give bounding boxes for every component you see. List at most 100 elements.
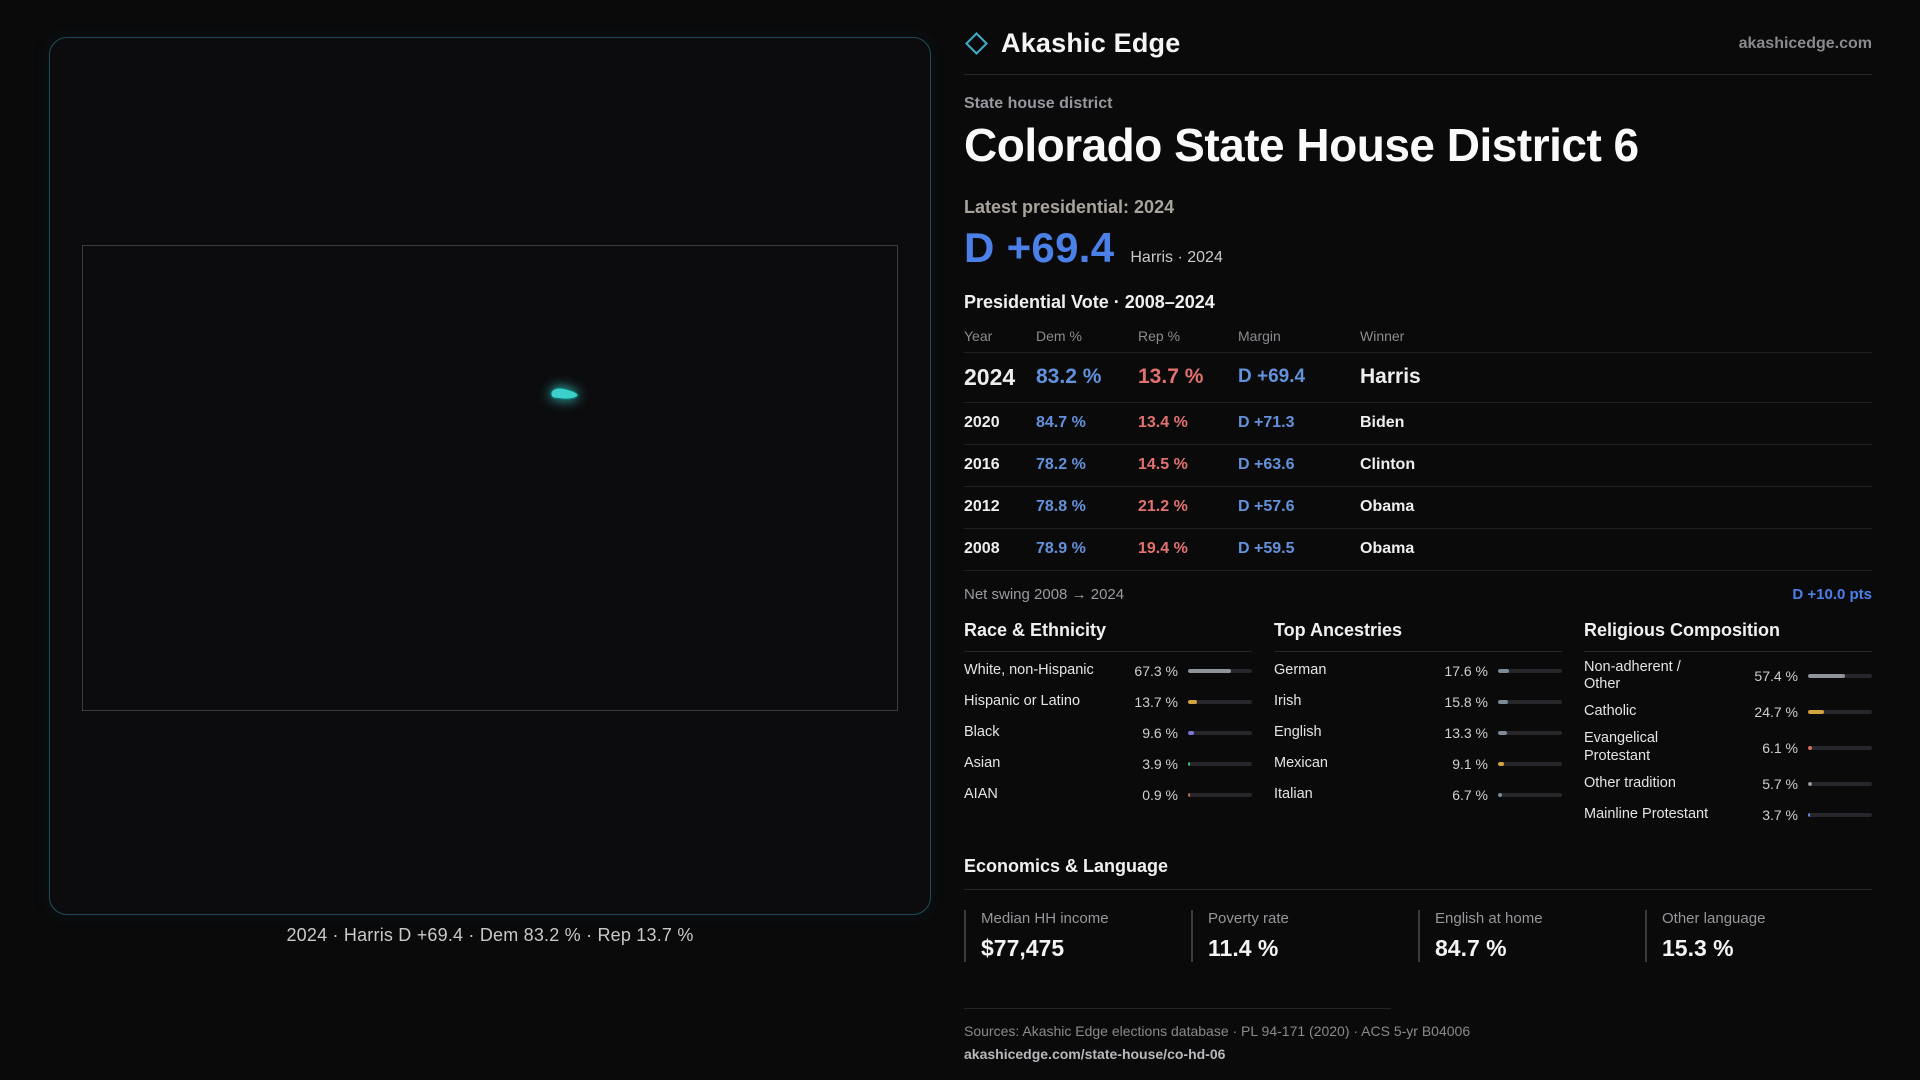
year-cell: 2020 [964,414,1000,432]
stat-value: 15.3 % [1662,935,1734,962]
demo-value: 17.6 % [1444,663,1488,680]
headline-margin: D +69.4 [964,223,1115,271]
table-row: 2024 83.2 % 13.7 % D +69.4 Harris [964,353,1872,403]
year-cell: 2008 [964,540,1000,558]
stat-value: 84.7 % [1435,935,1507,962]
sources-line: Sources: Akashic Edge elections database… [964,1023,1471,1040]
demo-value: 13.3 % [1444,725,1488,742]
demo-label: English [1274,724,1322,741]
headline-margin-context: Harris · 2024 [1130,248,1223,266]
demo-label: Asian [964,755,1001,772]
demo-value: 3.7 % [1762,806,1798,823]
stat-bar [1808,674,1872,679]
stat-block: Poverty rate 11.4 % [1191,910,1418,963]
demo-row: Hispanic or Latino 13.7 % [964,687,1252,718]
stat-label: English at home [1435,910,1543,928]
demo-row: Italian 6.7 % [1274,780,1562,811]
colorado-state-outline [82,245,898,711]
demo-row: German 17.6 % [1274,656,1562,687]
demo-row: Irish 15.8 % [1274,687,1562,718]
col-margin: Margin [1238,328,1281,345]
net-swing-value: D +10.0 pts [1792,585,1872,603]
margin-cell: D +69.4 [1238,366,1306,388]
margin-cell: D +59.5 [1238,540,1295,558]
demo-row: Evangelical Protestant 6.1 % [1584,727,1872,768]
demo-label: Mainline Protestant [1584,806,1709,823]
district-shape[interactable] [549,384,581,404]
dem-cell: 83.2 % [1036,365,1102,389]
report-panel: Akashic Edge akashicedge.com State house… [964,0,1872,1064]
stat-label: Other language [1662,910,1766,928]
divider [964,889,1872,891]
demo-label: Non-adherent / Other [1584,658,1681,693]
col-winner: Winner [1360,328,1405,345]
religious-composition-column: Religious Composition Non-adherent / Oth… [1584,620,1872,831]
table-row: 2020 84.7 % 13.4 % D +71.3 Biden [964,403,1872,445]
stat-block: Median HH income $77,475 [964,910,1191,963]
rep-cell: 19.4 % [1138,540,1188,558]
race-ethnicity-column: Race & Ethnicity White, non-Hispanic 67.… [964,620,1252,831]
demo-label: Irish [1274,693,1302,710]
table-row: 2012 78.8 % 21.2 % D +57.6 Obama [964,487,1872,529]
stat-bar [1498,731,1562,736]
permalink[interactable]: akashicedge.com/state-house/co-hd-06 [964,1046,1226,1063]
winner-cell: Obama [1360,498,1415,516]
demo-row: Mexican 9.1 % [1274,749,1562,780]
demo-label: Catholic [1584,703,1637,720]
demo-label: Mexican [1274,755,1328,772]
dem-cell: 78.8 % [1036,498,1086,516]
vote-table: Year Dem % Rep % Margin Winner 2024 83.2… [964,321,1872,571]
stat-bar [1808,812,1872,817]
demo-value: 57.4 % [1754,668,1798,685]
dem-cell: 78.9 % [1036,540,1086,558]
year-cell: 2012 [964,498,1000,516]
demo-value: 6.1 % [1762,739,1798,756]
table-row: 2016 78.2 % 14.5 % D +63.6 Clinton [964,445,1872,487]
margin-cell: D +71.3 [1238,414,1295,432]
page-title: Colorado State House District 6 [964,119,1639,171]
demo-row: Non-adherent / Other 57.4 % [1584,656,1872,697]
year-cell: 2016 [964,456,1000,474]
winner-cell: Clinton [1360,456,1416,474]
demo-column-title: Race & Ethnicity [964,619,1107,640]
col-rep: Rep % [1138,328,1181,345]
demo-value: 6.7 % [1452,787,1488,804]
stat-bar [1808,745,1872,750]
winner-cell: Biden [1360,414,1405,432]
winner-cell: Harris [1360,365,1421,389]
site-domain-link[interactable]: akashicedge.com [1738,34,1872,52]
stat-bar [1498,669,1562,674]
stat-bar [1498,700,1562,705]
demo-row: AIAN 0.9 % [964,780,1252,811]
brand: Akashic Edge [964,28,1180,59]
economics-stats: Median HH income $77,475 Poverty rate 11… [964,910,1872,963]
demo-row: English 13.3 % [1274,718,1562,749]
demo-label: Evangelical Protestant [1584,730,1659,764]
demo-row: Catholic 24.7 % [1584,696,1872,727]
stat-bar [1808,781,1872,786]
stat-label: Median HH income [981,910,1109,928]
brand-name: Akashic Edge [1001,28,1181,58]
stat-bar [1498,762,1562,767]
vote-table-title: Presidential Vote · 2008–2024 [964,291,1215,312]
stat-block: Other language 15.3 % [1645,910,1872,963]
rep-cell: 14.5 % [1138,456,1188,474]
header-divider [964,74,1872,75]
winner-cell: Obama [1360,540,1415,558]
stat-label: Poverty rate [1208,910,1289,928]
rep-cell: 13.7 % [1138,365,1204,389]
net-swing-row: Net swing 2008 → 2024 D +10.0 pts [964,571,1872,616]
headline-margin-row: D +69.4 Harris · 2024 [964,224,1872,272]
map-caption: 2024 · Harris D +69.4 · Dem 83.2 % · Rep… [286,925,694,945]
demo-value: 24.7 % [1754,703,1798,720]
demo-label: German [1274,662,1327,679]
demo-row: Asian 3.9 % [964,749,1252,780]
report-footer: Sources: Akashic Edge elections database… [964,1008,1872,1064]
rep-cell: 21.2 % [1138,498,1188,516]
dem-cell: 78.2 % [1036,456,1086,474]
diamond-logo-icon [965,32,988,55]
divider [964,650,1252,652]
demo-label: Black [964,724,1000,741]
latest-presidential-label: Latest presidential: 2024 [964,196,1175,217]
demo-row: Black 9.6 % [964,718,1252,749]
